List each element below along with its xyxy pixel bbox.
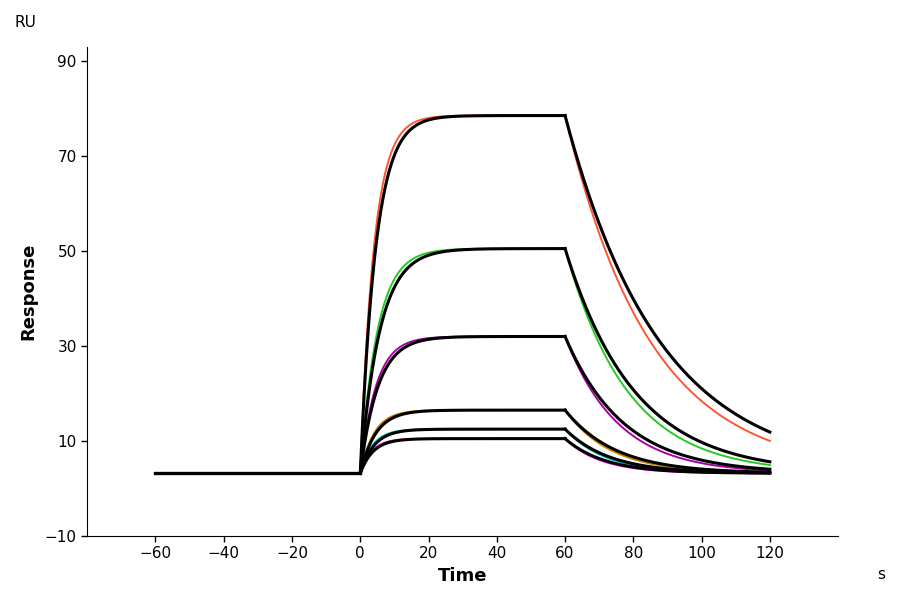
- Y-axis label: Response: Response: [20, 242, 38, 340]
- X-axis label: Time: Time: [438, 567, 488, 585]
- Text: s: s: [877, 566, 885, 581]
- Text: RU: RU: [15, 15, 37, 30]
